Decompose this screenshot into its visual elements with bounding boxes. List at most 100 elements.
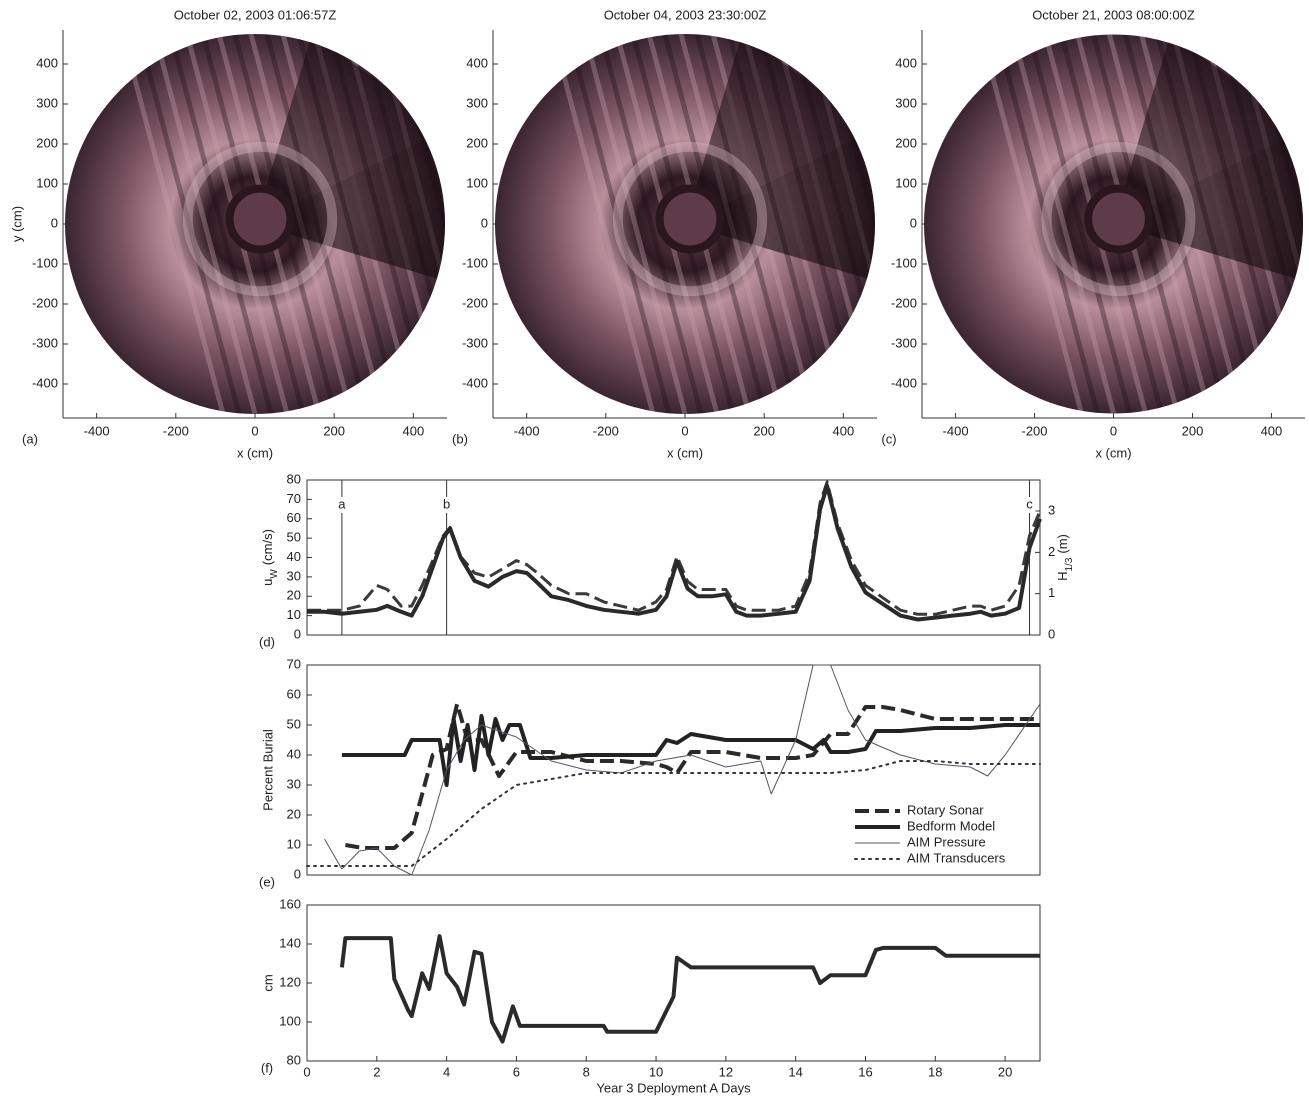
y-tick-label: 60 (287, 686, 301, 701)
axis-label: uW (cm/s) (260, 529, 280, 586)
sonar-texture (979, 34, 1303, 414)
y-tick-label: 200 (36, 135, 58, 150)
y-tick-label: 300 (466, 95, 488, 110)
y-tick-label: 60 (287, 510, 301, 525)
x-tick-label: 4 (443, 1064, 450, 1079)
event-label-bg (335, 497, 348, 513)
y-tick-label: -200 (462, 295, 488, 310)
y-tick-label: 300 (36, 95, 58, 110)
panel-label: (b) (452, 431, 468, 446)
chart-title: October 04, 2003 23:30:00Z (604, 7, 767, 22)
mine (1084, 184, 1153, 254)
y-tick-label: 50 (287, 530, 301, 545)
event-label-bg (1023, 497, 1036, 513)
legend-label: Bedform Model (907, 818, 995, 833)
event-label-bg (440, 497, 453, 513)
y-tick-label: 140 (279, 935, 301, 950)
shadow (255, 129, 445, 281)
x-tick-label: 16 (858, 1064, 872, 1079)
sonar-image (65, 34, 445, 414)
chart-title: October 02, 2003 01:06:57Z (174, 7, 337, 22)
scour-ring (182, 141, 338, 297)
y-tick-label: -400 (891, 375, 917, 390)
series-line (306, 760, 1041, 867)
x-axis-label: Year 3 Deployment A Days (596, 1080, 751, 1095)
y-tick-label: 20 (287, 588, 301, 603)
y-tick-label: 0 (294, 626, 301, 641)
ripple (979, 34, 1084, 414)
label-subscript: 1/3 (1064, 557, 1075, 571)
x-tick-label: 0 (681, 423, 688, 438)
x-tick-label: 20 (998, 1064, 1012, 1079)
series-line (345, 702, 1040, 850)
plot-frame (306, 479, 1041, 636)
shadow (685, 129, 875, 281)
x-tick-label: 400 (1261, 423, 1283, 438)
y-tick-label: -300 (32, 335, 58, 350)
legend-label: AIM Pressure (907, 834, 986, 849)
ripple (598, 34, 704, 414)
label-unit: (m) (1055, 534, 1070, 554)
label-base: H (1055, 572, 1070, 581)
y-tick-label: 100 (279, 1013, 301, 1028)
y-tick-label: 400 (36, 55, 58, 70)
x-axis-label: x (cm) (237, 445, 273, 460)
x-tick-label: 2 (373, 1064, 380, 1079)
y-tick-label: 80 (287, 471, 301, 486)
axis-label: H1/3 (m) (1055, 534, 1075, 581)
x-tick-label: 200 (1182, 423, 1204, 438)
x-tick-label: -200 (1022, 423, 1048, 438)
chart-title: October 21, 2003 08:00:00Z (1032, 7, 1195, 22)
y-tick-label: 0 (481, 215, 488, 230)
x-tick-label: -400 (84, 423, 110, 438)
y-tick-label: 200 (895, 135, 917, 150)
ripple (1027, 34, 1132, 414)
x-tick-label: -400 (514, 423, 540, 438)
axis-label: cm (260, 974, 275, 991)
x-tick-label: -400 (943, 423, 969, 438)
x-tick-label: 400 (832, 423, 854, 438)
event-label: b (443, 496, 450, 511)
y-tick-label: 400 (895, 55, 917, 70)
x-axis-label: x (cm) (1095, 445, 1131, 460)
y-tick-label: -100 (32, 255, 58, 270)
y-tick-label: 40 (287, 549, 301, 564)
shadow (685, 34, 875, 224)
label-subscript: W (269, 569, 280, 579)
x-tick-label: 0 (303, 1064, 310, 1079)
ripple (152, 34, 258, 414)
y-tick-label: 10 (287, 836, 301, 851)
legend-label: Rotary Sonar (907, 802, 984, 817)
x-tick-label: 400 (402, 423, 424, 438)
label-unit: (cm/s) (260, 529, 275, 565)
y-tick-label: 30 (287, 776, 301, 791)
x-tick-label: 6 (513, 1064, 520, 1079)
x-tick-label: 0 (1110, 423, 1117, 438)
panel-label: (e) (259, 874, 275, 889)
x-tick-label: 18 (928, 1064, 942, 1079)
y-tick-label: 100 (36, 175, 58, 190)
x-tick-label: 8 (583, 1064, 590, 1079)
sonar-image (924, 34, 1303, 414)
y-tick-label: -400 (32, 375, 58, 390)
series-line (324, 664, 1041, 876)
event-label: c (1026, 496, 1033, 511)
panel-label: (a) (22, 431, 38, 446)
x-tick-label: 12 (719, 1064, 733, 1079)
ripple (566, 34, 672, 414)
mine (655, 184, 725, 254)
y-tick-label: 400 (466, 55, 488, 70)
y-tick-label: 80 (287, 1052, 301, 1067)
y-tick-label: -300 (891, 335, 917, 350)
event-label: a (338, 496, 346, 511)
y-tick-label: -400 (462, 375, 488, 390)
shadow (1113, 34, 1303, 224)
y-tick-label: -100 (891, 255, 917, 270)
panel-label: (c) (881, 431, 896, 446)
y2-tick-label: 0 (1048, 626, 1055, 641)
ripple (582, 34, 688, 414)
series-line (341, 714, 1040, 787)
y-tick-label: 0 (51, 215, 58, 230)
y2-tick-label: 2 (1048, 544, 1055, 559)
